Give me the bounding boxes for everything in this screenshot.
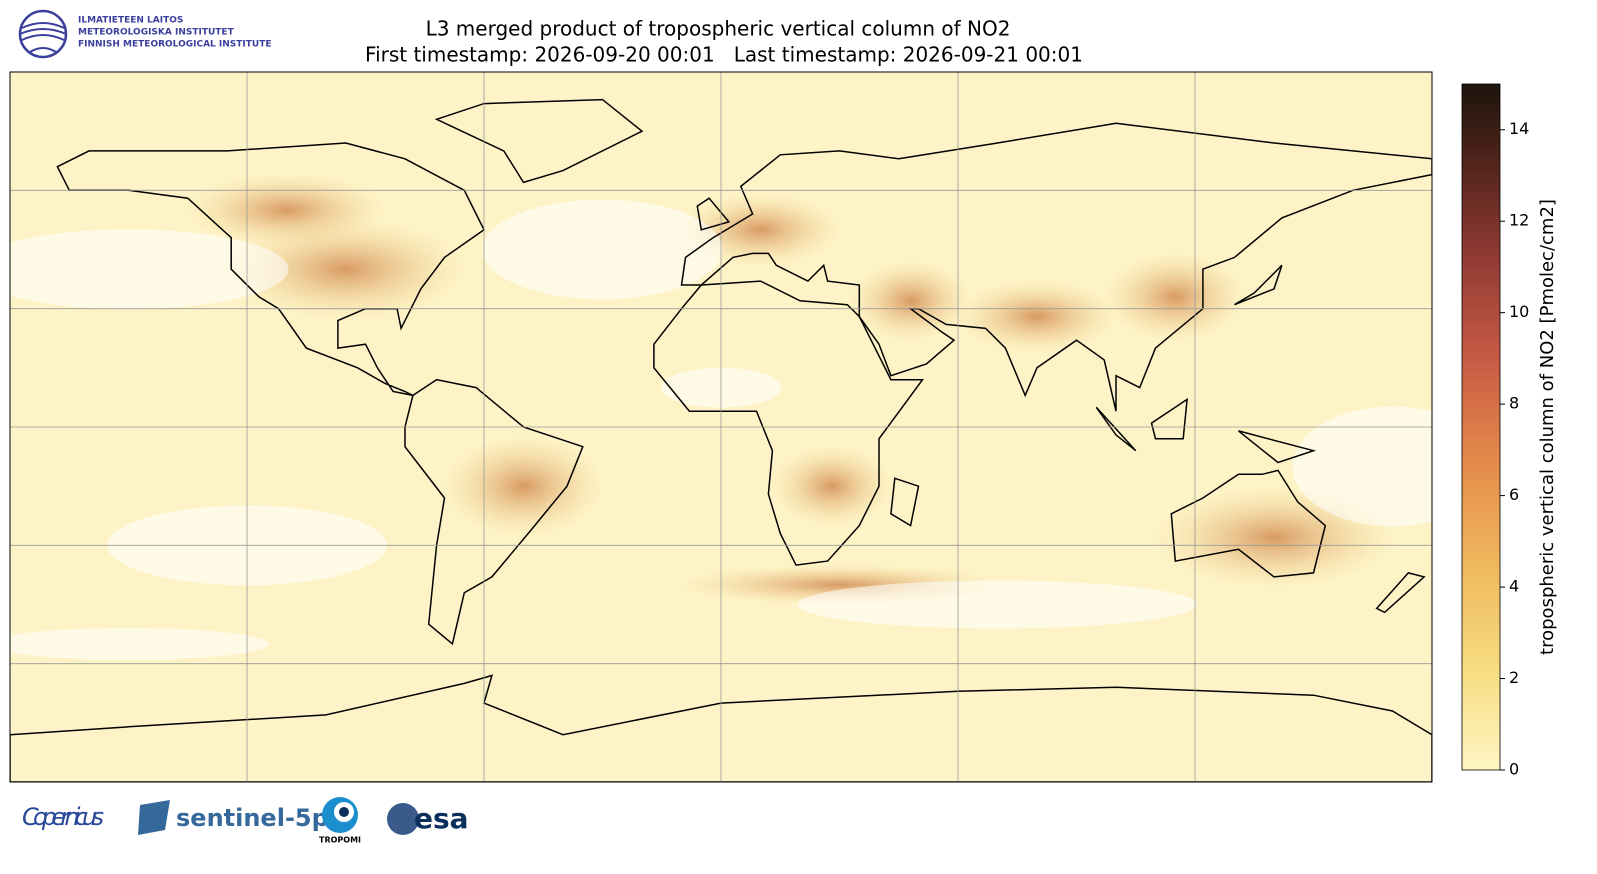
- coastline: [434, 98, 644, 184]
- coastline: [680, 122, 1432, 412]
- no-data-area: [1292, 406, 1432, 527]
- colorbar: [1461, 83, 1501, 771]
- colorbar-tick-label: 4: [1509, 577, 1519, 596]
- colorbar-tick-label: 12: [1509, 211, 1529, 230]
- map: [10, 72, 1432, 782]
- esa-icon: [387, 803, 419, 835]
- coastline: [1234, 264, 1283, 306]
- no2-area: [771, 446, 892, 527]
- colorbar-tick-label: 0: [1509, 760, 1519, 779]
- coastline: [1375, 572, 1426, 614]
- no-data-area: [482, 199, 723, 300]
- no-data-area: [10, 229, 289, 310]
- esa-logo: esa: [414, 802, 469, 835]
- colorbar-label: tropospheric vertical column of NO2 [Pmo…: [1537, 199, 1558, 655]
- no2-area: [957, 280, 1117, 353]
- title: L3 merged product of tropospheric vertic…: [426, 17, 1011, 41]
- coastline: [890, 477, 920, 527]
- tropomi-label: TROPOMI: [319, 836, 361, 845]
- map-frame: [9, 71, 1433, 783]
- colorbar-tick-label: 2: [1509, 668, 1519, 687]
- no2-area: [443, 436, 604, 537]
- no2-area: [1105, 252, 1246, 341]
- coastline: [404, 378, 584, 646]
- copernicus-logo: Copernicus: [22, 803, 104, 831]
- no-data-area: [797, 580, 1198, 629]
- institute-name: METEOROLOGISKA INSTITUTET: [78, 28, 235, 38]
- subtitle: First timestamp: 2026-09-20 00:01 Last t…: [365, 43, 1083, 67]
- no2-area: [186, 174, 387, 247]
- colorbar-tick-label: 10: [1509, 302, 1529, 321]
- sentinel-logo: sentinel-5p: [176, 804, 329, 832]
- coastline: [1150, 397, 1189, 440]
- colorbar-tick-label: 8: [1509, 394, 1519, 413]
- sentinel-icon: [138, 800, 170, 835]
- coastline: [1095, 406, 1137, 452]
- logos: Copernicus sentinel-5p TROPOMI esa: [22, 797, 469, 845]
- no-data-area: [10, 627, 269, 660]
- fmi-logo: ILMATIETEEN LAITOS METEOROLOGISKA INSTIT…: [18, 9, 272, 59]
- coastline: [10, 674, 1432, 782]
- colorbar-tick-label: 14: [1509, 119, 1529, 138]
- coastline: [696, 197, 731, 231]
- coastline: [1238, 430, 1317, 464]
- institute-name: ILMATIETEEN LAITOS: [78, 16, 183, 26]
- colorbar-tick-label: 6: [1509, 485, 1519, 504]
- institute-name: FINNISH METEOROLOGICAL INSTITUTE: [78, 40, 272, 50]
- coastline: [56, 142, 485, 397]
- coastline: [1170, 469, 1327, 578]
